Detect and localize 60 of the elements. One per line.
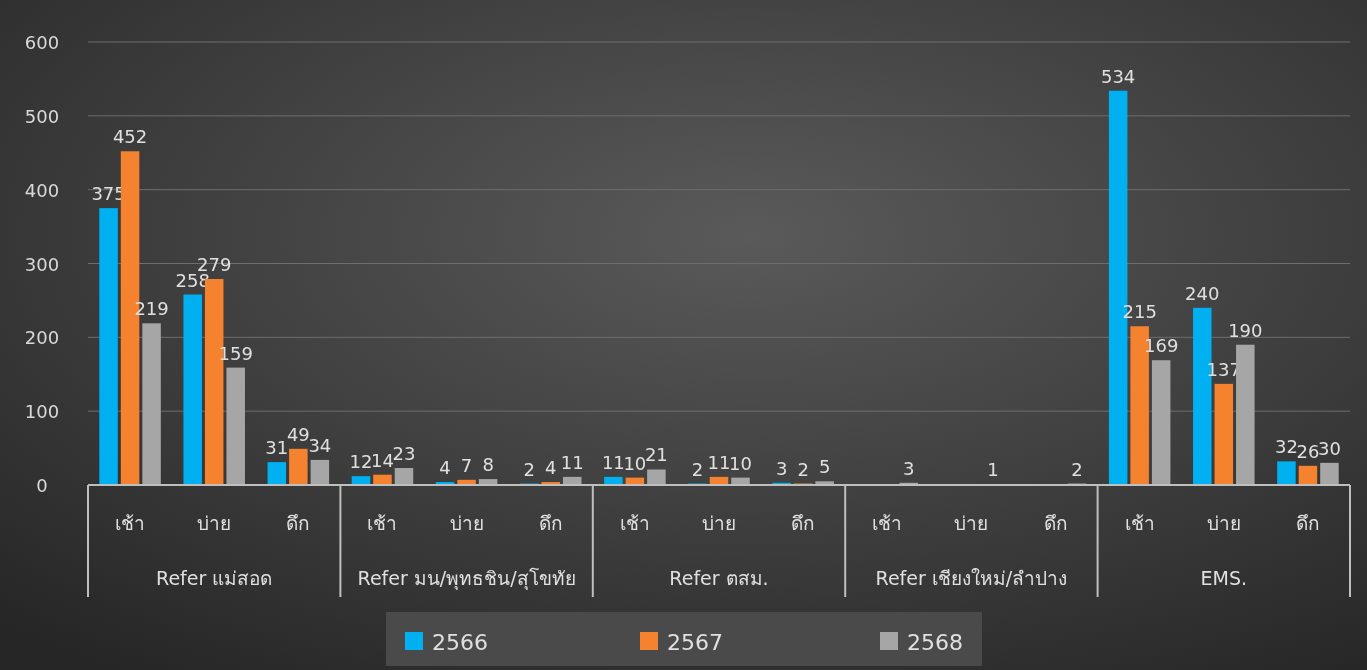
y-tick-label: 500	[24, 105, 60, 127]
x-tick-label: บ่าย	[1206, 512, 1241, 534]
data-label: 7	[460, 454, 473, 476]
data-label: 4	[439, 457, 451, 479]
data-label: 11	[560, 451, 584, 473]
data-label: 2	[1071, 458, 1083, 480]
data-label: 21	[644, 444, 668, 466]
text: Refer เชียงใหม่/ลำปาง	[875, 567, 1068, 589]
data-label: 190	[1228, 319, 1263, 341]
data-label: 34	[308, 434, 332, 456]
data-label: 11	[707, 451, 731, 473]
y-tick-label: 200	[24, 327, 60, 349]
x-tick-label: เช้า	[619, 512, 650, 534]
text: Refer ตสม.	[669, 567, 769, 589]
x-tick-label: ดึก	[791, 512, 816, 534]
text: Refer มน/พุทธชิน/สุโขทัย	[357, 567, 576, 591]
data-label: 12	[349, 451, 373, 473]
data-label: 1	[987, 459, 999, 481]
data-label: 26	[1296, 440, 1320, 462]
data-label: 2	[691, 458, 704, 480]
x-tick-label: เช้า	[367, 512, 398, 534]
x-tick-label: ดึก	[538, 512, 563, 534]
data-label: 2	[797, 458, 809, 480]
data-label: 11	[601, 451, 625, 473]
data-label: 23	[392, 443, 416, 465]
data-label: 32	[1274, 436, 1298, 458]
data-label: 10	[729, 452, 752, 474]
data-label: 3	[903, 457, 915, 479]
y-tick-label: 300	[24, 253, 60, 275]
x-tick-label: ดึก	[1295, 512, 1320, 534]
x-tick-label: ดึก	[1043, 512, 1068, 534]
x-tick-label: เช้า	[872, 512, 903, 534]
y-tick-label: 400	[24, 179, 60, 201]
data-label: 10	[623, 452, 647, 474]
x-tick-label: บ่าย	[702, 512, 736, 534]
data-label: 49	[286, 423, 310, 445]
data-label: 240	[1185, 282, 1220, 304]
data-label: 534	[1100, 65, 1136, 87]
data-label: 8	[482, 454, 494, 476]
data-label: 31	[265, 437, 289, 459]
y-tick-label: 100	[24, 401, 60, 423]
data-label: 5	[818, 456, 831, 478]
x-tick-label: เช้า	[1124, 512, 1155, 534]
x-tick-label: บ่าย	[197, 512, 232, 534]
legend-label: 2567	[667, 630, 723, 655]
data-label: 452	[112, 126, 148, 148]
y-tick-label: 0	[36, 475, 48, 496]
data-label: 2	[523, 458, 535, 480]
x-tick-label: บ่าย	[449, 512, 484, 534]
data-label: 4	[545, 457, 557, 479]
x-tick-label: บ่าย	[954, 512, 989, 534]
legend-label: 2566	[432, 630, 488, 655]
data-label: 3	[775, 457, 788, 479]
data-label: 14	[371, 449, 394, 471]
legend-label: 2568	[907, 630, 963, 655]
text: Refer แม่สอด	[156, 567, 273, 589]
y-tick-label: 600	[24, 32, 60, 53]
text: EMS.	[1200, 567, 1248, 589]
x-tick-label: เช้า	[115, 512, 146, 534]
x-tick-label: ดึก	[286, 512, 311, 534]
